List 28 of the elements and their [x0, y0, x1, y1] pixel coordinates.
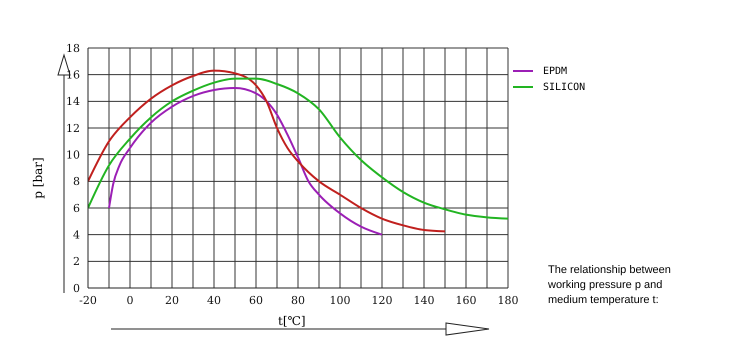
- text: The relationship between working pressure p and medium temperature t:: [548, 263, 672, 308]
- y-tick-label: 6: [73, 202, 80, 215]
- x-tick-label: 120: [372, 294, 392, 307]
- line-series: [108, 87, 383, 236]
- y-tick-label: 14: [66, 95, 80, 108]
- x-tick-label: 40: [207, 294, 221, 307]
- y-tick-label: 4: [73, 228, 80, 242]
- x-tick-label: 20: [165, 294, 179, 307]
- x-axis-title: t[℃]: [278, 314, 306, 328]
- legend-label: SILICON: [542, 80, 586, 94]
- y-tick-label: 0: [73, 282, 80, 295]
- line-series: [88, 70, 446, 232]
- x-tick-label: 0: [126, 294, 134, 307]
- y-axis-title: p [bar]: [31, 157, 45, 199]
- line-series: [88, 78, 508, 220]
- x-tick-label: 180: [498, 294, 518, 307]
- y-tick-label: 18: [66, 42, 80, 55]
- legend-label: EPDM: [542, 64, 568, 78]
- x-tick-label: 140: [414, 294, 434, 307]
- x-tick-label: 80: [291, 294, 305, 307]
- y-tick-label: 2: [73, 255, 80, 268]
- x-tick-label: -20: [79, 294, 97, 307]
- y-tick-label: 10: [66, 148, 80, 162]
- y-tick-label: 12: [66, 122, 80, 135]
- x-tick-label: 160: [456, 294, 476, 307]
- y-tick-label: 8: [73, 175, 80, 188]
- x-tick-label: 100: [330, 294, 350, 307]
- x-tick-label: 60: [249, 294, 263, 307]
